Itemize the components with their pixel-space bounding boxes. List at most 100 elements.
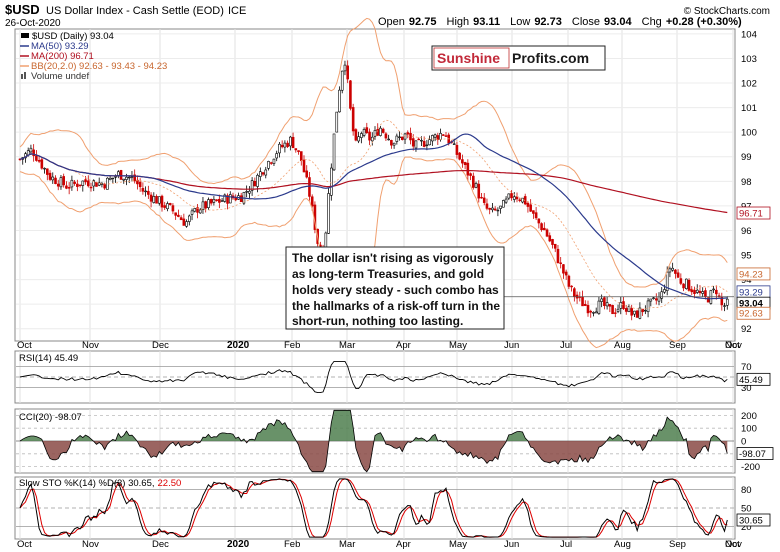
month-label: Sep [669, 340, 686, 351]
candle-body [114, 176, 117, 178]
candle-body [305, 170, 309, 178]
candle-body [245, 191, 248, 193]
candle-body [436, 135, 440, 140]
candle-body [248, 190, 251, 194]
candle-body [510, 193, 513, 199]
candle-body [130, 176, 134, 178]
candle-body [406, 132, 410, 135]
cci-line [19, 409, 728, 473]
candle-body [29, 147, 33, 153]
watermark: © StockCharts.com [684, 6, 770, 17]
candle-body [228, 194, 232, 204]
month-label: Nov [725, 539, 742, 550]
candle-body [267, 161, 270, 169]
candle-body [335, 111, 339, 133]
candle-body [196, 207, 199, 213]
candle-body [589, 310, 593, 313]
cci-label: CCI(20) -98.07 [19, 412, 82, 423]
month-label: Oct [725, 340, 740, 351]
candle-body [177, 214, 180, 217]
candle-body [488, 207, 491, 210]
candle-body [433, 134, 437, 138]
candle-body [463, 162, 467, 166]
candle-body [291, 136, 295, 149]
month-label: Jun [504, 340, 519, 351]
sto-k-line [19, 478, 728, 538]
candle-body [395, 135, 399, 142]
candle-body [704, 290, 707, 297]
candle-body [299, 151, 303, 162]
candle-body [239, 195, 243, 202]
legend-volume-swatch [21, 74, 23, 79]
candle-body [452, 143, 456, 145]
candle-body [570, 285, 573, 288]
price-tag-close: 93.04 [739, 299, 763, 310]
candle-body [614, 312, 617, 314]
candle-body [73, 181, 76, 184]
month-label: Nov [725, 340, 742, 351]
candle-body [264, 169, 268, 176]
rsi-tick-label: 30 [741, 383, 752, 394]
candle-body [256, 174, 259, 187]
candle-body [548, 235, 552, 242]
candle-body [567, 275, 571, 287]
candle-body [226, 195, 229, 204]
chart-symbol: $USD [5, 2, 40, 17]
price-tick-label: 94 [741, 275, 752, 286]
chart-date: 26-Oct-2020 [5, 18, 61, 29]
candle-body [712, 288, 715, 291]
candle-body [182, 218, 186, 226]
candle-body [682, 283, 685, 289]
candle-body [349, 80, 352, 109]
candle-body [212, 198, 216, 203]
price-tag-ma50: 93.29 [739, 287, 763, 298]
candle-body [108, 177, 112, 181]
candle-body [384, 133, 388, 139]
month-label: Jul [560, 539, 572, 550]
rsi-panel [14, 350, 736, 404]
candle-body [534, 212, 538, 219]
rsi-line [19, 360, 728, 394]
month-label: Apr [396, 340, 411, 351]
indicator-layer [19, 360, 728, 538]
month-label: Dec [152, 539, 169, 550]
cci-positive-area [20, 410, 728, 441]
candle-body [155, 195, 158, 204]
month-label: May [449, 340, 467, 351]
candle-body [332, 133, 336, 171]
candle-body [657, 296, 661, 302]
candle-body [220, 200, 224, 202]
candle-body [619, 302, 623, 309]
svg-text:Sunshine: Sunshine [437, 50, 500, 66]
candle-body [496, 209, 500, 212]
price-tick-label: 103 [741, 54, 757, 65]
candle-body [174, 212, 177, 216]
candle-body [259, 171, 262, 177]
candle-body [540, 223, 543, 231]
candle-body [425, 144, 429, 147]
candle-body [106, 177, 109, 190]
candle-body [586, 305, 590, 314]
candle-body [188, 215, 191, 222]
candle-body [485, 203, 489, 209]
candle-body [111, 177, 115, 180]
candle-body [551, 239, 554, 245]
sto-value-tag: 30.65 [739, 515, 763, 526]
cci-tick-label: 0 [741, 437, 746, 448]
price-tick-label: 101 [741, 103, 757, 114]
price-tick-label: 100 [741, 128, 757, 139]
candle-body [48, 172, 52, 180]
sto-tag-box [736, 513, 771, 527]
candle-body [633, 310, 636, 315]
candle-body [351, 107, 355, 132]
candle-body [723, 305, 726, 307]
candle-body [40, 159, 44, 169]
candle-body [715, 289, 718, 295]
candle-body [392, 142, 396, 146]
candle-body [201, 201, 205, 210]
candle-body [207, 199, 210, 208]
candle-body [665, 271, 669, 291]
month-label: 2020 [227, 539, 250, 550]
candle-body [679, 278, 683, 284]
axis-labels: OctOctNovNovDecDec20202020FebFebMarMarAp… [17, 29, 774, 550]
